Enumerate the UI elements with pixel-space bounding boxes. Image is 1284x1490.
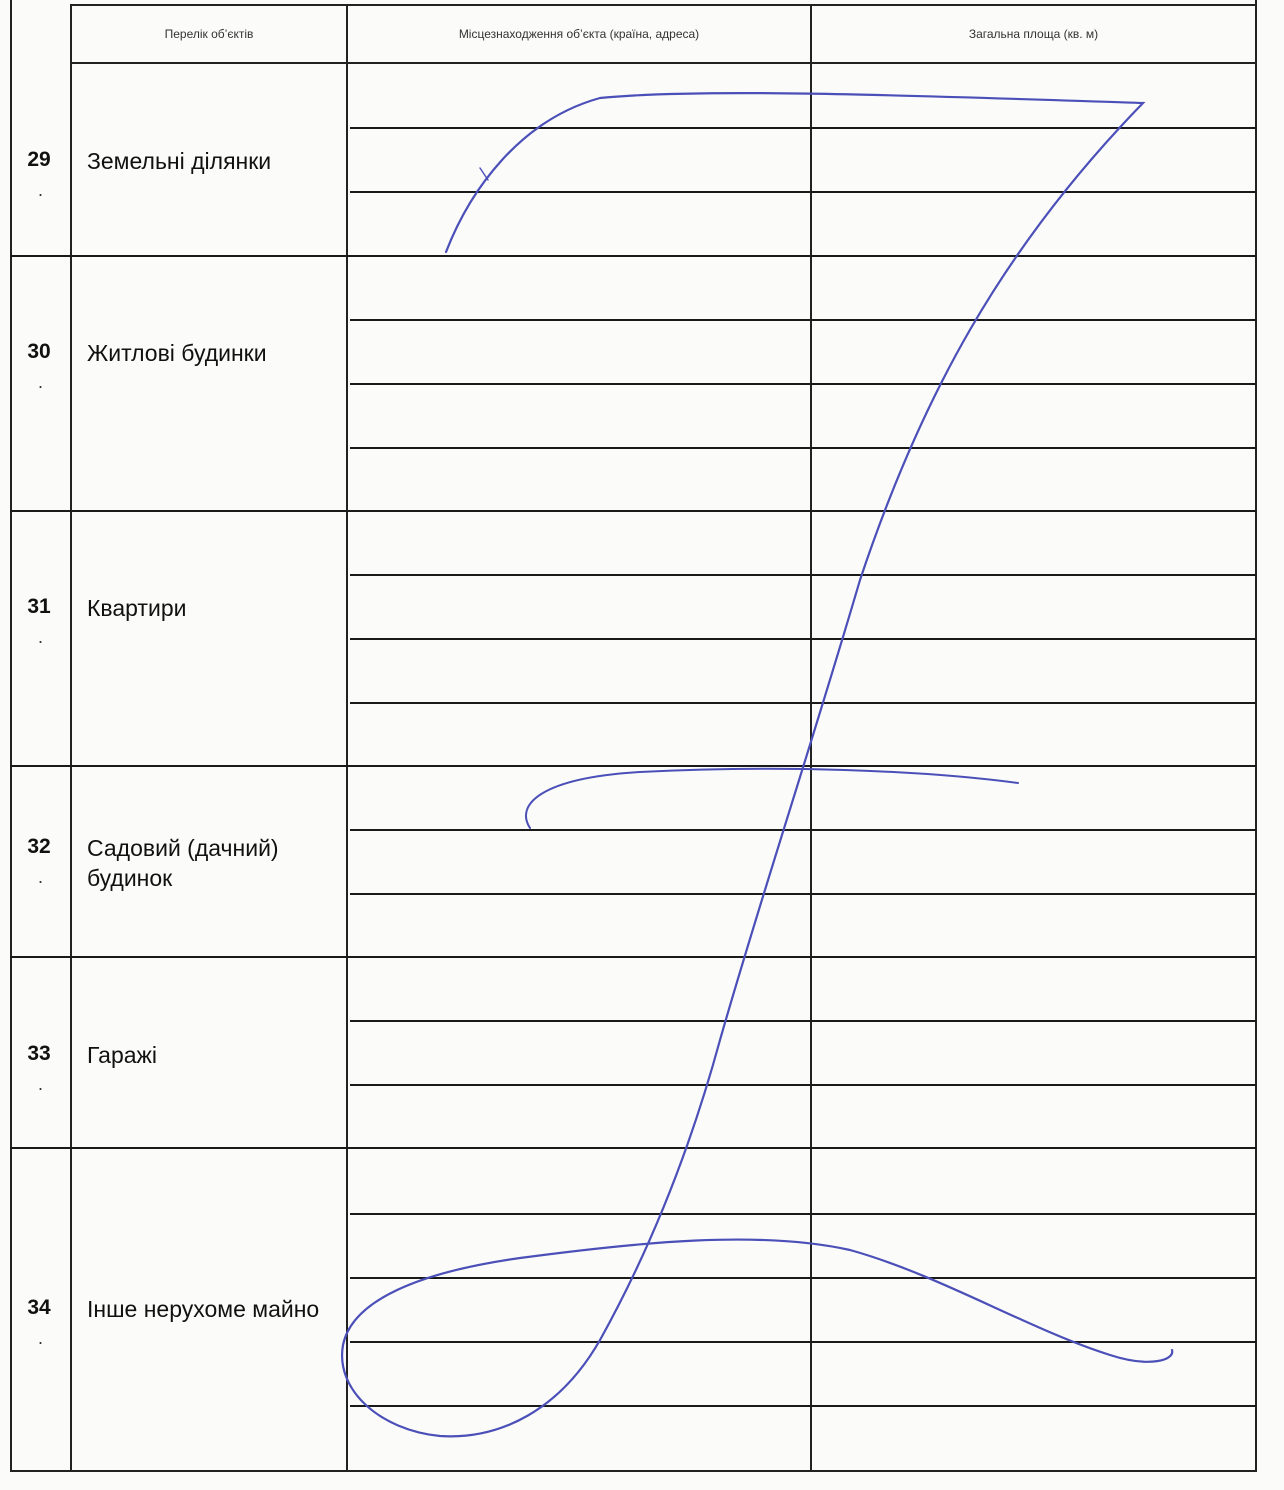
form-right-border xyxy=(1255,0,1257,1472)
row-label-garages: Гаражі xyxy=(87,1042,158,1068)
row-number-29: 29 xyxy=(27,148,51,171)
row-dot-31: . xyxy=(38,627,44,647)
entry-line xyxy=(350,893,1256,895)
row-label-garden-house: Садовий (дачний) будинок xyxy=(87,835,279,891)
section-divider-29-30 xyxy=(10,255,1256,257)
entry-line xyxy=(350,1084,1256,1086)
header-location: Місцезнаходження об’єкта (країна, адреса… xyxy=(458,27,700,41)
row-dot-33: . xyxy=(38,1074,44,1094)
header-objects: Перелік об’єктів xyxy=(164,27,254,41)
section-divider-30-31 xyxy=(10,510,1256,512)
row-number-30: 30 xyxy=(27,340,51,363)
entry-line xyxy=(350,574,1256,576)
header-bottom-border xyxy=(72,62,1257,64)
row-number-33: 33 xyxy=(27,1042,51,1065)
entry-line xyxy=(350,702,1256,704)
entry-line xyxy=(350,191,1256,193)
row-dot-34: . xyxy=(38,1328,44,1348)
entry-line xyxy=(350,829,1256,831)
row-dot-29: . xyxy=(38,180,44,200)
row-dot-32: . xyxy=(38,867,44,887)
entry-line xyxy=(350,1341,1256,1343)
form-bottom-border xyxy=(10,1470,1257,1472)
entry-line xyxy=(350,1277,1256,1279)
entry-line xyxy=(350,319,1256,321)
row-label-apartments: Квартири xyxy=(87,595,187,621)
section-divider-33-34 xyxy=(10,1147,1256,1149)
entry-line xyxy=(350,1020,1256,1022)
row-label-other-real-estate: Інше нерухоме майно xyxy=(87,1296,320,1322)
section-divider-32-33 xyxy=(10,956,1256,958)
row-label-residential-houses: Житлові будинки xyxy=(87,340,267,366)
entry-line xyxy=(350,1405,1256,1407)
entry-line xyxy=(350,383,1256,385)
entry-line xyxy=(350,638,1256,640)
entry-line xyxy=(350,127,1256,129)
header-area: Загальна площа (кв. м) xyxy=(968,27,1099,41)
number-column-divider xyxy=(70,4,72,1472)
row-dot-30: . xyxy=(38,372,44,392)
section-divider-31-32 xyxy=(10,765,1256,767)
objects-column-divider xyxy=(346,4,348,1472)
row-label-land-plots: Земельні ділянки xyxy=(87,148,272,174)
row-number-32: 32 xyxy=(27,835,51,858)
entry-line xyxy=(350,1213,1256,1215)
row-number-31: 31 xyxy=(27,595,51,618)
row-number-34: 34 xyxy=(27,1296,51,1319)
entry-line xyxy=(350,447,1256,449)
header-top-border xyxy=(72,4,1257,6)
form-left-border xyxy=(10,0,12,1472)
